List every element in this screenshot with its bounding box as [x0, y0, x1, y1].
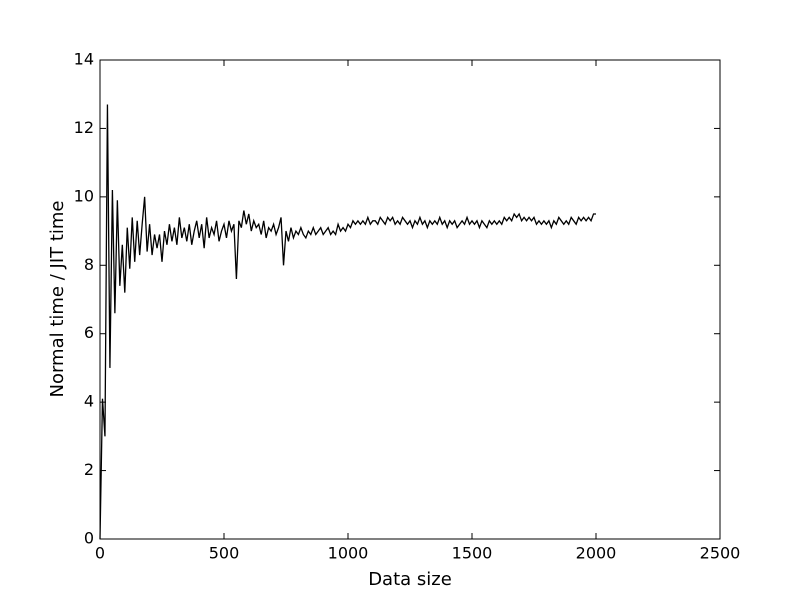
- x-tick-label: 0: [95, 544, 105, 563]
- y-tick-label: 12: [74, 118, 94, 137]
- plot-frame: [99, 59, 721, 540]
- y-tick-label: 10: [74, 186, 94, 205]
- y-tick-label: 0: [84, 529, 94, 548]
- y-tick-label: 14: [74, 50, 94, 69]
- x-tick-label: 2000: [576, 544, 617, 563]
- y-tick-label: 6: [84, 323, 94, 342]
- y-tick-label: 2: [84, 460, 94, 479]
- x-tick-label: 500: [209, 544, 240, 563]
- y-axis-label: Normal time / JIT time: [47, 200, 68, 397]
- x-axis-label: Data size: [368, 569, 452, 590]
- data-line: [99, 104, 596, 540]
- x-tick-label: 1500: [452, 544, 493, 563]
- x-tick-label: 2500: [700, 544, 741, 563]
- x-tick-label: 1000: [328, 544, 369, 563]
- y-tick-label: 4: [84, 392, 94, 411]
- y-tick-label: 8: [84, 255, 94, 274]
